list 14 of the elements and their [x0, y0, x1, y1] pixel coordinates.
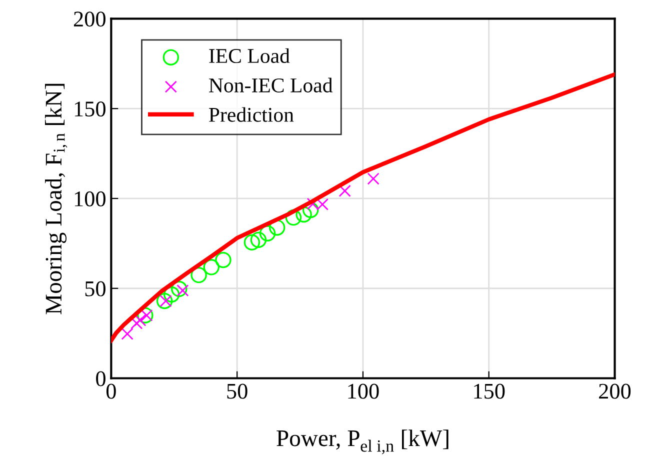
legend-label: Non-IEC Load [209, 78, 333, 92]
x-tick-label: 200 [599, 384, 631, 399]
y-tick-label: 150 [74, 102, 106, 117]
y-axis-title: Mooring Load, F$_{i,n}$ [kN] [45, 84, 68, 314]
y-tick-label: 0 [96, 371, 106, 386]
legend-label: Prediction [209, 107, 294, 122]
y-tick-label: 100 [74, 191, 106, 206]
x-tick-label: 50 [227, 384, 248, 399]
x-tick-label: 150 [474, 384, 505, 399]
x-tick-label: 0 [106, 384, 116, 399]
x-tick-label: 100 [348, 384, 379, 399]
legend-label: IEC Load [209, 48, 290, 64]
y-tick-label: 200 [74, 12, 106, 27]
y-tick-label: 50 [85, 281, 106, 296]
